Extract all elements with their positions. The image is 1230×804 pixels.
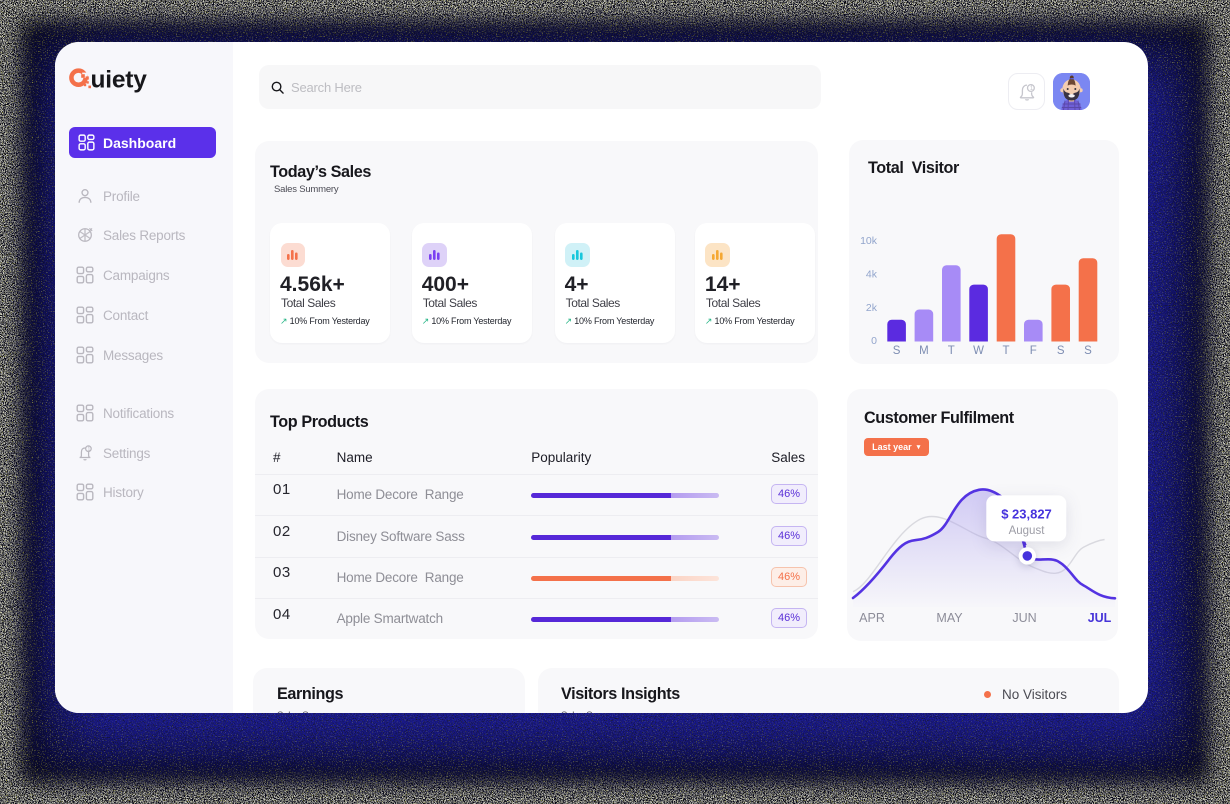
svg-text:1: 1: [1029, 85, 1033, 92]
svg-text:S: S: [893, 345, 901, 357]
svg-text:T: T: [1002, 345, 1009, 357]
svg-text:S: S: [1084, 345, 1092, 357]
svg-text:4k: 4k: [866, 269, 878, 281]
svg-text:S: S: [1057, 345, 1065, 357]
svg-text:August: August: [1009, 525, 1046, 537]
svg-text:F: F: [1030, 345, 1037, 357]
svg-text:MAY: MAY: [936, 611, 963, 625]
svg-text:W: W: [973, 345, 984, 357]
svg-text:uiety: uiety: [91, 67, 148, 94]
svg-text:APR: APR: [859, 611, 885, 625]
svg-text:2k: 2k: [866, 302, 878, 314]
svg-text:0: 0: [871, 335, 877, 347]
svg-text:10k: 10k: [860, 235, 878, 247]
svg-text:1: 1: [87, 447, 90, 453]
svg-text:JUL: JUL: [1088, 611, 1112, 625]
svg-text:M: M: [919, 345, 929, 357]
svg-text:JUN: JUN: [1012, 611, 1036, 625]
svg-text:$ 23,827: $ 23,827: [1001, 506, 1052, 521]
svg-text:T: T: [948, 345, 955, 357]
